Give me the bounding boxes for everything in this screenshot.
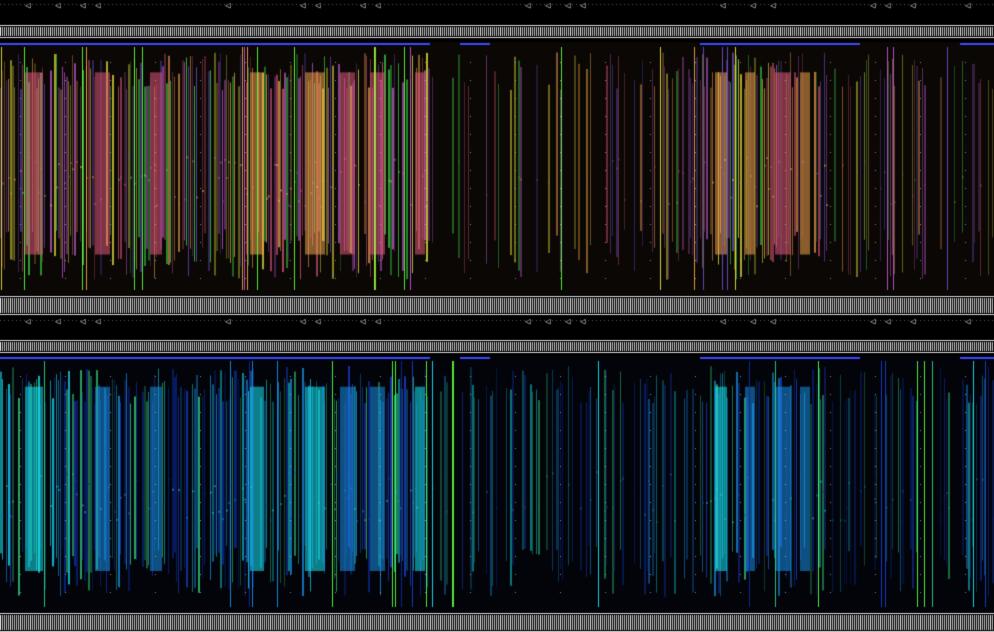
spectrogram-viewer-canvas[interactable] (0, 0, 994, 632)
